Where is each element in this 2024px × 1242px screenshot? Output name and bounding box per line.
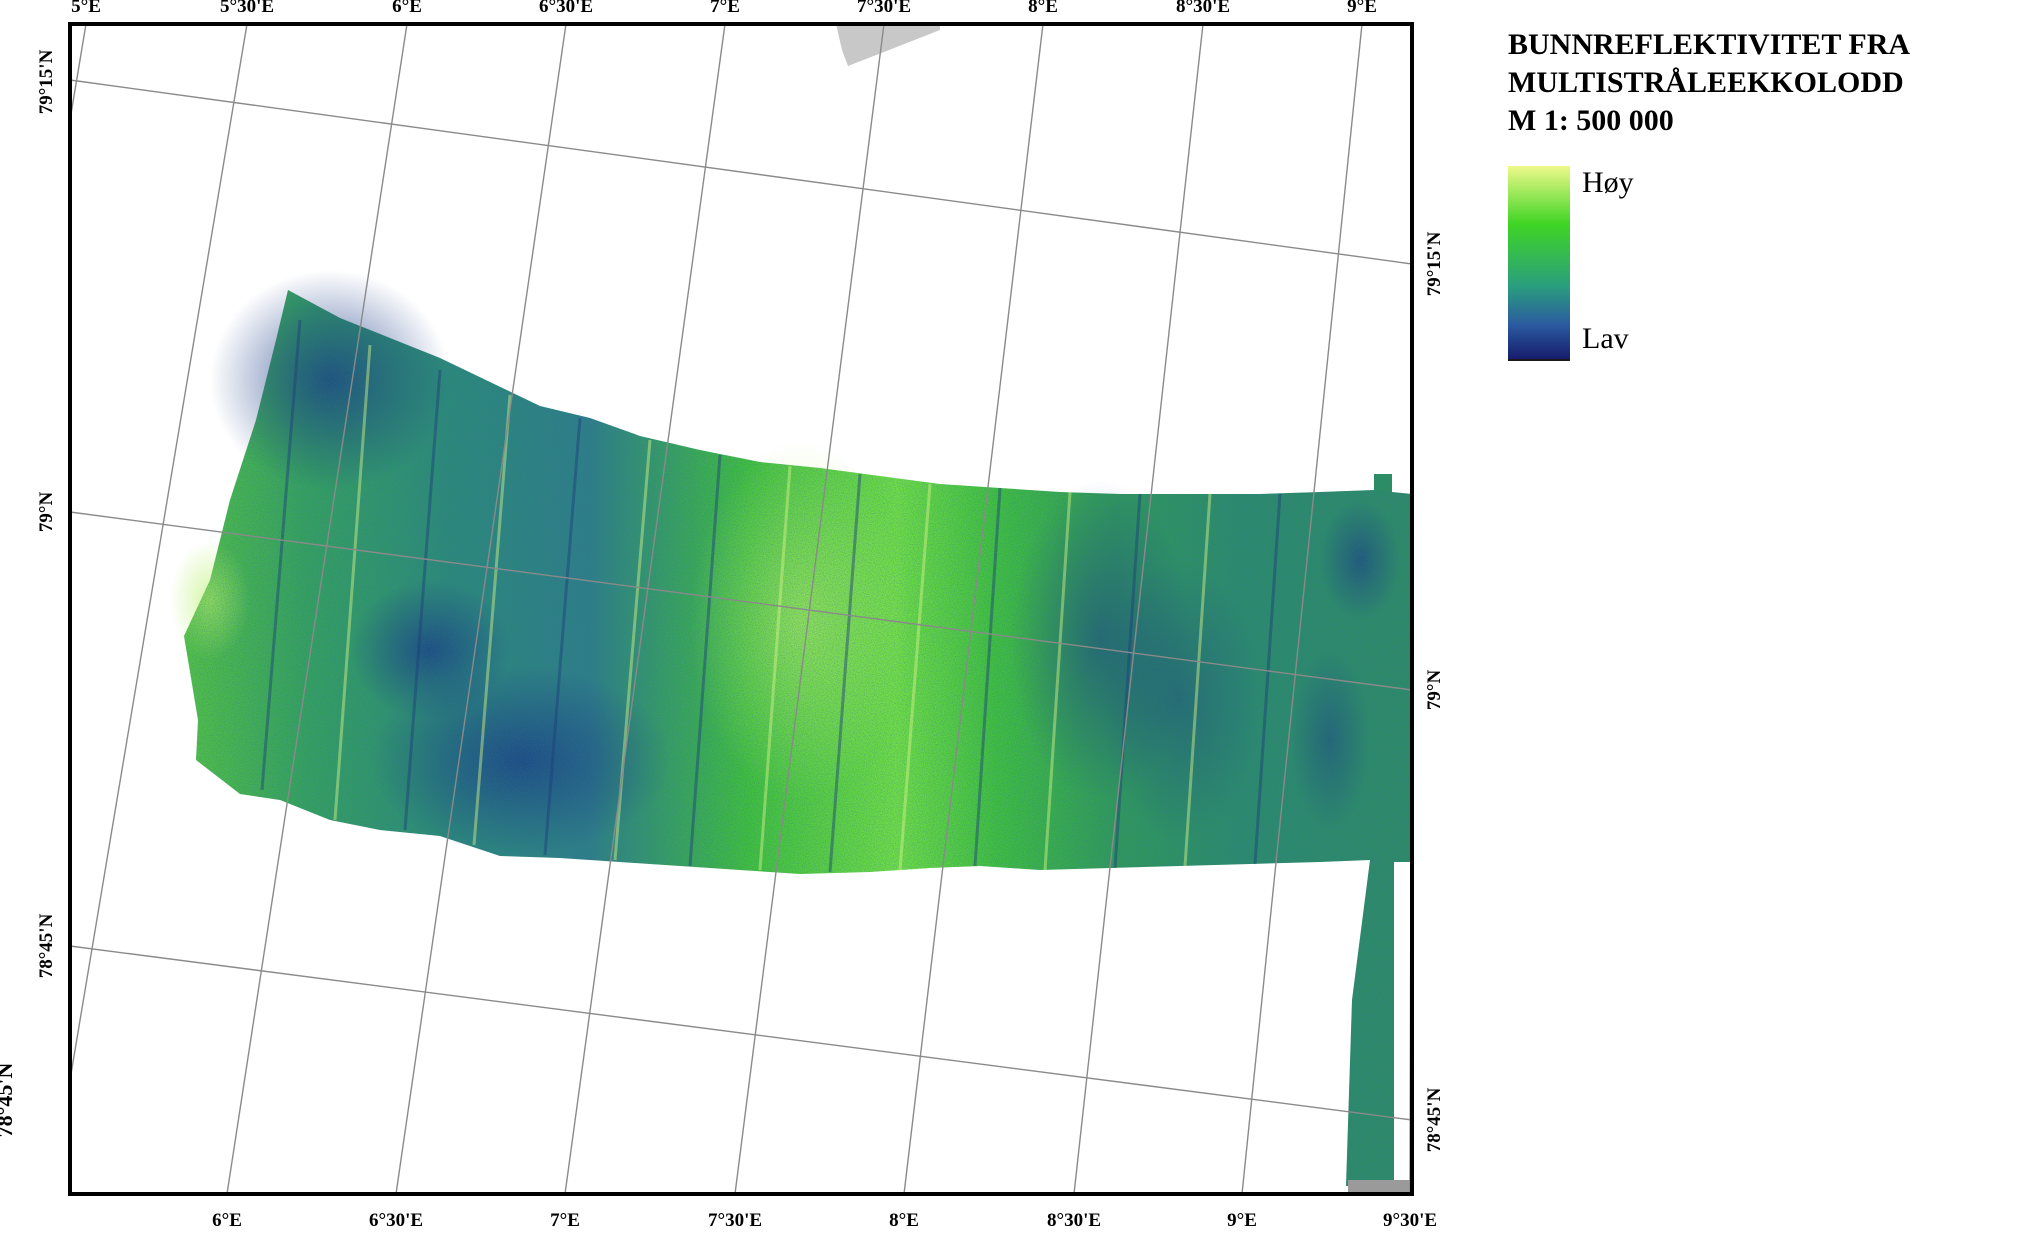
tick-bottom-6-30e: 6°30'E bbox=[369, 1210, 423, 1231]
tick-top-5e: 5°E bbox=[71, 0, 101, 17]
tick-top-8-30e: 8°30'E bbox=[1176, 0, 1230, 17]
graticule-lines bbox=[70, 24, 1412, 1194]
bottom-tick-labels: 6°E 6°30'E 7°E 7°30'E 8°E 8°30'E 9°E 9°3… bbox=[212, 1210, 1437, 1231]
tick-bottom-7e: 7°E bbox=[550, 1210, 580, 1231]
grey-scrap-top bbox=[836, 24, 940, 66]
left-tick-labels: 79°15'N 79°N 78°45'N 78°45'N bbox=[0, 49, 57, 1137]
tick-left-78-45n-cut: 78°45'N bbox=[0, 1062, 17, 1137]
tick-left-79n: 79°N bbox=[36, 492, 57, 533]
speckle-texture bbox=[184, 290, 1412, 1186]
tick-left-79-15n: 79°15'N bbox=[36, 49, 57, 114]
right-tick-labels: 79°15'N 79°N 78°45'N bbox=[1424, 231, 1445, 1152]
tick-right-79-15n: 79°15'N bbox=[1424, 231, 1445, 296]
top-tick-labels: 5°E 5°30'E 6°E 6°30'E 7°E 7°30'E 8°E 8°3… bbox=[71, 0, 1377, 17]
legend-title: BUNNREFLEKTIVITET FRA MULTISTRÅLEEKKOLOD… bbox=[1508, 26, 1910, 140]
tick-top-8e: 8°E bbox=[1028, 0, 1058, 17]
tick-top-7-30e: 7°30'E bbox=[857, 0, 911, 17]
legend-color-bar bbox=[1508, 166, 1570, 360]
tick-bottom-9e: 9°E bbox=[1227, 1210, 1257, 1231]
map-frame bbox=[68, 22, 1414, 1196]
legend-title-line-2: MULTISTRÅLEEKKOLODD bbox=[1508, 66, 1904, 99]
tick-bottom-8-30e: 8°30'E bbox=[1047, 1210, 1101, 1231]
tick-bottom-6e: 6°E bbox=[212, 1210, 242, 1231]
tick-bottom-7-30e: 7°30'E bbox=[708, 1210, 762, 1231]
tick-top-7e: 7°E bbox=[710, 0, 740, 17]
tick-right-79n: 79°N bbox=[1424, 670, 1445, 711]
legend-low-label: Lav bbox=[1582, 322, 1629, 355]
legend-title-line-1: BUNNREFLEKTIVITET FRA bbox=[1508, 28, 1911, 61]
tick-top-9e: 9°E bbox=[1347, 0, 1377, 17]
legend-title-line-3: M 1: 500 000 bbox=[1508, 104, 1674, 137]
tick-right-78-45n: 78°45'N bbox=[1424, 1087, 1445, 1152]
tick-bottom-8e: 8°E bbox=[889, 1210, 919, 1231]
tick-top-6e: 6°E bbox=[392, 0, 422, 17]
tick-left-78-45n: 78°45'N bbox=[36, 913, 57, 978]
legend-high-label: Høy bbox=[1582, 166, 1634, 199]
grey-scrap-bottom bbox=[1348, 1180, 1412, 1194]
tick-top-6-30e: 6°30'E bbox=[539, 0, 593, 17]
tick-top-5-30e: 5°30'E bbox=[220, 0, 274, 17]
tick-bottom-9-30e: 9°30'E bbox=[1383, 1210, 1437, 1231]
